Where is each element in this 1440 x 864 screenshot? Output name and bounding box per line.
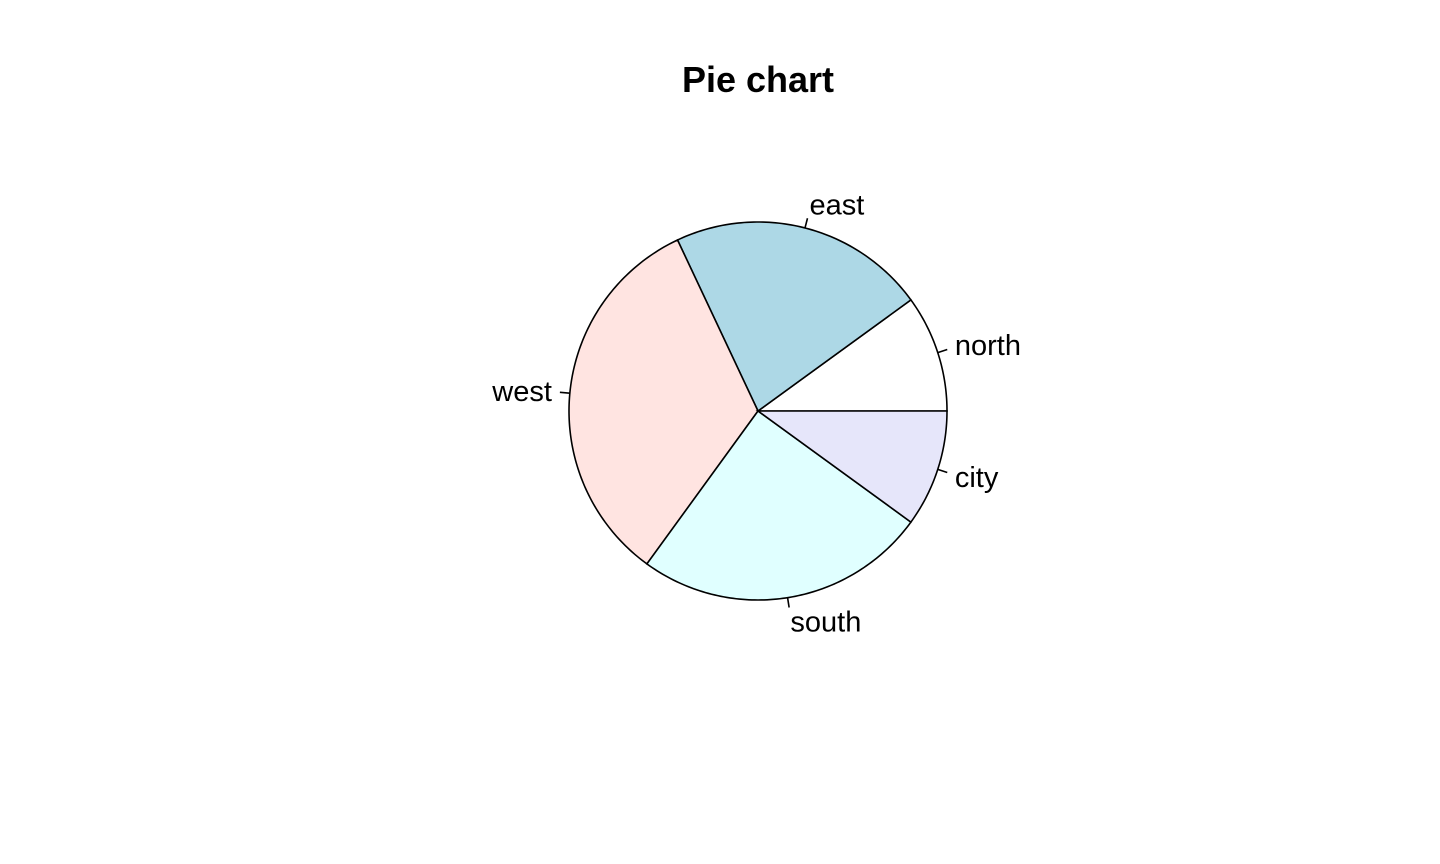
- pie-labels: north east west south city: [491, 190, 1021, 639]
- pie-label-city: city: [955, 462, 999, 494]
- pie-slice-city: [755, 410, 948, 524]
- pie-label-tick-west: [559, 391, 570, 395]
- pie-slice-south: [645, 409, 913, 601]
- pie-label-tick-south: [786, 597, 790, 608]
- pie-label-tick-north: [937, 348, 948, 354]
- chart-title: Pie chart: [682, 59, 834, 100]
- pie-label-west: west: [491, 376, 552, 408]
- pie-label-east: east: [809, 190, 864, 222]
- pie-label-south: south: [790, 606, 861, 638]
- pie-label-tick-east: [804, 218, 809, 229]
- pie-slices: [568, 221, 948, 601]
- pie-slice-west: [568, 238, 759, 566]
- pie-label-tick-city: [937, 468, 948, 474]
- pie-label-north: north: [955, 330, 1021, 362]
- pie-slice-north: [755, 298, 948, 412]
